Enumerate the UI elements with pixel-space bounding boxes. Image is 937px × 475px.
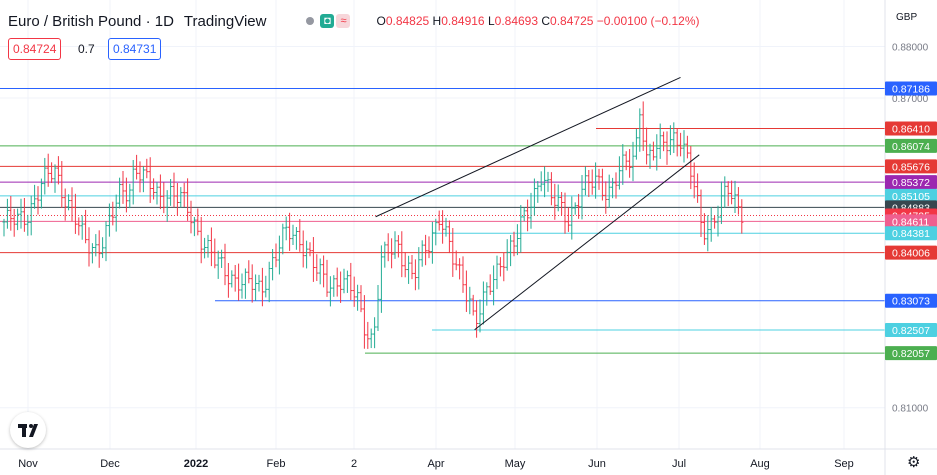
trendline-lower-channel: [474, 154, 700, 331]
time-tick-label: Dec: [100, 458, 120, 470]
time-tick-label: Apr: [427, 458, 444, 470]
time-tick-label: May: [505, 458, 526, 470]
price-tick-label: 0.88000: [892, 42, 929, 53]
chart-header: Euro / British Pound · 1D TradingView ◘ …: [8, 10, 700, 32]
market-status-icon: [306, 17, 315, 25]
price-tick-label: 0.81000: [892, 404, 929, 415]
time-tick-label: Jun: [588, 458, 606, 470]
tradingview-logo[interactable]: [10, 412, 46, 448]
brand-label: TradingView: [183, 12, 267, 30]
indicator-icons: ◘ ≈: [320, 14, 351, 28]
time-tick-label: 2022: [184, 458, 208, 470]
time-tick-label: Feb: [267, 458, 286, 470]
price-tag: [885, 81, 937, 96]
ohlc-bars: [2, 101, 744, 349]
close-value: 0.84725: [550, 14, 594, 28]
sell-button[interactable]: 0.84724: [8, 38, 62, 60]
price-tag-label: 0.85372: [892, 177, 930, 189]
price-tag: [885, 188, 937, 203]
trendlines: [375, 76, 700, 331]
settings-gear-icon[interactable]: ⚙: [907, 454, 921, 471]
price-tag-label: 0.85676: [892, 161, 930, 173]
time-tick-label: Aug: [750, 458, 770, 470]
price-tag-label: 0.87186: [892, 83, 930, 95]
time-axis[interactable]: Nov Dec 2022 Feb 2 Apr May Jun Jul Aug Sep: [18, 458, 854, 470]
price-tag: [885, 214, 937, 229]
price-tag: [885, 245, 937, 260]
currency-label[interactable]: GBP: [896, 12, 918, 23]
indicator-red-icon[interactable]: ≈: [336, 14, 351, 28]
trendline-upper-channel: [375, 76, 681, 218]
time-tick-label: Jul: [672, 458, 686, 470]
price-tag-label: 0.83073: [892, 296, 930, 308]
price-tag-label: 0.85105: [892, 191, 930, 203]
price-tag: [885, 346, 937, 361]
change-value: −0.00100 (−0.12%): [596, 14, 700, 28]
buy-button[interactable]: 0.84731: [108, 38, 162, 60]
tv-logo-icon: [18, 424, 38, 437]
time-tick-label: Sep: [834, 458, 854, 470]
sell-price: 0.84724: [8, 38, 62, 60]
price-tag-label: 0.82507: [892, 325, 930, 337]
open-value: 0.84825: [385, 14, 430, 28]
indicator-green-icon[interactable]: ◘: [320, 14, 335, 28]
ohlc-readout: O0.84825 H0.84916 L0.84693 C0.84725 −0.0…: [376, 14, 700, 28]
price-tag-label: 0.84006: [892, 248, 930, 260]
price-tag-label: 0.84611: [892, 216, 929, 228]
price-axis: 0.88000 0.87000 0.81000: [892, 42, 929, 414]
price-tag: [885, 159, 937, 174]
price-tag-label: 0.84381: [892, 228, 930, 240]
time-tick-label: 2: [351, 458, 357, 470]
price-tag-label: 0.86074: [892, 141, 930, 153]
price-tag: [885, 138, 937, 153]
price-tag: [885, 226, 937, 241]
price-tag: [885, 121, 937, 136]
price-tag: [885, 293, 937, 308]
spread-value: 0.7: [78, 42, 95, 56]
price-tags: 0.87186 0.86410 0.86074 0.85676 0.85372 0.851…: [885, 81, 937, 361]
low-value: 0.84693: [494, 14, 539, 28]
price-tick-label: 0.87000: [892, 94, 929, 105]
price-tag-label: 0.86410: [892, 124, 930, 136]
buy-price: 0.84731: [108, 38, 162, 60]
price-tag: [885, 322, 937, 337]
price-tag: [885, 175, 937, 190]
time-tick-label: Nov: [18, 458, 38, 470]
price-tag-label: 0.82057: [892, 348, 930, 360]
high-value: 0.84916: [441, 14, 485, 28]
symbol-title[interactable]: Euro / British Pound · 1D: [8, 12, 174, 30]
